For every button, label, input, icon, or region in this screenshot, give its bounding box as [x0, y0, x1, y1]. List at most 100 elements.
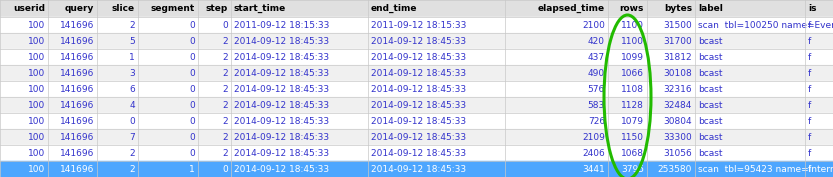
Text: scan  tbl=95423 name=Internal Worktable: scan tbl=95423 name=Internal Worktable	[698, 164, 833, 173]
Text: userid: userid	[13, 4, 45, 13]
Text: 1150: 1150	[621, 133, 644, 141]
Text: f: f	[808, 116, 811, 125]
Text: 2014-09-12 18:45:33: 2014-09-12 18:45:33	[234, 68, 329, 78]
Text: bcast: bcast	[698, 101, 722, 110]
Text: segment: segment	[151, 4, 195, 13]
Text: 2: 2	[222, 36, 228, 45]
Text: 2014-09-12 18:45:33: 2014-09-12 18:45:33	[371, 53, 466, 61]
Text: bcast: bcast	[698, 36, 722, 45]
Text: 2014-09-12 18:45:33: 2014-09-12 18:45:33	[371, 149, 466, 158]
Text: 141696: 141696	[60, 84, 94, 93]
Text: bytes: bytes	[664, 4, 692, 13]
Text: 2014-09-12 18:45:33: 2014-09-12 18:45:33	[234, 84, 329, 93]
Text: 726: 726	[588, 116, 605, 125]
Text: 2: 2	[222, 53, 228, 61]
Text: 1: 1	[129, 53, 135, 61]
Text: scan  tbl=100250 name=Event: scan tbl=100250 name=Event	[698, 21, 833, 30]
Text: 141696: 141696	[60, 149, 94, 158]
Text: 100: 100	[27, 101, 45, 110]
Text: 1100: 1100	[621, 21, 644, 30]
Text: 2: 2	[129, 21, 135, 30]
Text: f: f	[808, 101, 811, 110]
Text: 100: 100	[27, 68, 45, 78]
Bar	[0, 49, 833, 65]
Text: 100: 100	[27, 149, 45, 158]
Text: 100: 100	[27, 36, 45, 45]
Text: 0: 0	[189, 116, 195, 125]
Bar	[0, 81, 833, 97]
Text: 32316: 32316	[663, 84, 692, 93]
Text: 100: 100	[27, 133, 45, 141]
Bar	[0, 161, 833, 177]
Text: elapsed_time: elapsed_time	[538, 4, 605, 13]
Text: 2100: 2100	[582, 21, 605, 30]
Text: 2014-09-12 18:45:33: 2014-09-12 18:45:33	[234, 53, 329, 61]
Text: bcast: bcast	[698, 116, 722, 125]
Text: 6: 6	[129, 84, 135, 93]
Text: 0: 0	[189, 149, 195, 158]
Text: 2014-09-12 18:45:33: 2014-09-12 18:45:33	[234, 116, 329, 125]
Text: 30804: 30804	[663, 116, 692, 125]
Text: 5: 5	[129, 36, 135, 45]
Text: 141696: 141696	[60, 101, 94, 110]
Text: 1068: 1068	[621, 149, 644, 158]
Text: 31056: 31056	[663, 149, 692, 158]
Text: 2014-09-12 18:45:33: 2014-09-12 18:45:33	[371, 101, 466, 110]
Text: 31700: 31700	[663, 36, 692, 45]
Bar	[0, 0, 833, 17]
Bar	[0, 97, 833, 113]
Text: 2: 2	[129, 149, 135, 158]
Text: 437: 437	[588, 53, 605, 61]
Text: 141696: 141696	[60, 116, 94, 125]
Text: 2014-09-12 18:45:33: 2014-09-12 18:45:33	[371, 68, 466, 78]
Text: 3795: 3795	[621, 164, 644, 173]
Text: 3: 3	[129, 68, 135, 78]
Text: 2: 2	[222, 68, 228, 78]
Text: 2: 2	[222, 116, 228, 125]
Text: is: is	[808, 4, 816, 13]
Text: 141696: 141696	[60, 21, 94, 30]
Text: 0: 0	[222, 21, 228, 30]
Text: f: f	[808, 164, 811, 173]
Text: 2014-09-12 18:45:33: 2014-09-12 18:45:33	[234, 36, 329, 45]
Bar	[0, 33, 833, 49]
Text: 0: 0	[189, 133, 195, 141]
Text: 0: 0	[189, 21, 195, 30]
Text: 2014-09-12 18:45:33: 2014-09-12 18:45:33	[371, 164, 466, 173]
Text: query: query	[65, 4, 94, 13]
Text: 576: 576	[588, 84, 605, 93]
Text: 2: 2	[222, 133, 228, 141]
Text: 33300: 33300	[663, 133, 692, 141]
Text: 0: 0	[189, 53, 195, 61]
Text: 2011-09-12 18:15:33: 2011-09-12 18:15:33	[371, 21, 466, 30]
Text: slice: slice	[112, 4, 135, 13]
Text: 141696: 141696	[60, 53, 94, 61]
Text: 1108: 1108	[621, 84, 644, 93]
Text: 2014-09-12 18:45:33: 2014-09-12 18:45:33	[234, 149, 329, 158]
Text: 2014-09-12 18:45:33: 2014-09-12 18:45:33	[371, 36, 466, 45]
Text: 141696: 141696	[60, 164, 94, 173]
Text: 141696: 141696	[60, 68, 94, 78]
Text: 2014-09-12 18:45:33: 2014-09-12 18:45:33	[371, 84, 466, 93]
Text: bcast: bcast	[698, 53, 722, 61]
Text: 2014-09-12 18:45:33: 2014-09-12 18:45:33	[371, 133, 466, 141]
Text: f: f	[808, 133, 811, 141]
Text: 0: 0	[222, 164, 228, 173]
Text: f: f	[808, 68, 811, 78]
Text: 0: 0	[129, 116, 135, 125]
Text: rows: rows	[620, 4, 644, 13]
Text: 2: 2	[222, 101, 228, 110]
Text: 100: 100	[27, 84, 45, 93]
Text: f: f	[808, 149, 811, 158]
Text: 141696: 141696	[60, 133, 94, 141]
Text: 2014-09-12 18:45:33: 2014-09-12 18:45:33	[234, 101, 329, 110]
Text: 2: 2	[222, 84, 228, 93]
Text: 2: 2	[129, 164, 135, 173]
Text: 2011-09-12 18:15:33: 2011-09-12 18:15:33	[234, 21, 329, 30]
Text: 2014-09-12 18:45:33: 2014-09-12 18:45:33	[234, 133, 329, 141]
Text: 253580: 253580	[657, 164, 692, 173]
Text: 2: 2	[222, 149, 228, 158]
Text: 0: 0	[189, 101, 195, 110]
Text: 1099: 1099	[621, 53, 644, 61]
Text: 1100: 1100	[621, 36, 644, 45]
